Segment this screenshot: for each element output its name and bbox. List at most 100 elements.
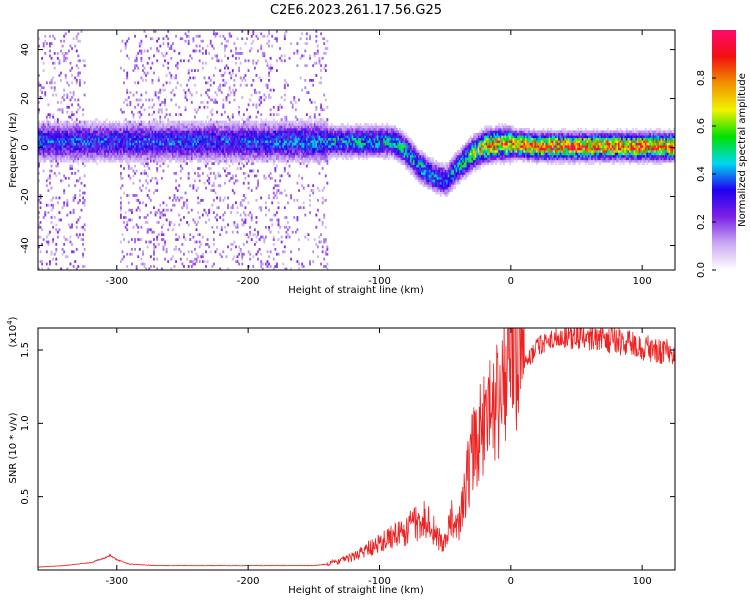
spectrogram-cell (192, 125, 195, 129)
spectrogram-cell (175, 159, 177, 163)
spectrogram-cell (235, 142, 237, 146)
spectrogram-cell (275, 191, 278, 195)
spectrogram-cell (45, 127, 48, 131)
spectrogram-cell (69, 240, 72, 244)
spectrogram-cell (77, 54, 80, 58)
spectrogram-cell (225, 135, 228, 139)
spectrogram-cell (321, 142, 324, 146)
spectrogram-cell (220, 113, 223, 117)
spectrogram-cell (198, 132, 201, 136)
spectrogram-cell (227, 223, 230, 227)
spectrogram-cell (216, 218, 218, 222)
spectrogram-cell (313, 52, 316, 55)
spectrogram-cell (268, 32, 270, 36)
spectrogram-cell (253, 127, 256, 131)
spectrogram-cell (201, 150, 204, 153)
spectrogram-cell (283, 132, 286, 136)
spectrogram-cell (313, 145, 316, 148)
spectrogram-cell (230, 157, 233, 161)
spectrogram-cell (222, 218, 225, 222)
spectrogram-cell (205, 135, 207, 139)
spectrogram-cell (165, 52, 168, 55)
spectrogram-cell (219, 125, 222, 129)
spectrogram-cell (179, 164, 182, 168)
spectrogram-cell (299, 142, 302, 146)
spectrogram-cell (335, 135, 338, 139)
spectrogram-cell (231, 120, 234, 124)
spectrogram-cell (168, 142, 171, 146)
spectrogram-cell (310, 127, 313, 131)
spectrogram-cell (110, 130, 113, 134)
spectrogram-cell (323, 150, 326, 153)
spectrogram-cell (220, 147, 223, 151)
spectrogram-cell (72, 132, 75, 136)
spectrogram-cell (258, 132, 261, 136)
spectrogram-cell (118, 145, 121, 148)
spectrogram-cell (280, 135, 283, 139)
spectrogram-cell (320, 32, 322, 36)
spectrogram-cell (269, 152, 272, 156)
spectrogram-cell (313, 132, 316, 136)
spectrogram-cell (66, 157, 69, 161)
spectrogram-cell (209, 98, 212, 102)
spectrogram-cell (200, 123, 203, 126)
spectrogram-cell (77, 125, 80, 129)
spectrogram-cell (343, 147, 346, 151)
spectrogram-cell (71, 103, 73, 107)
spectrogram-cell (153, 243, 155, 246)
spectrogram-cell (316, 140, 319, 143)
spectrogram-cell (187, 135, 190, 139)
spectrogram-cell (239, 147, 242, 151)
spectrogram-cell (230, 154, 233, 158)
spectrogram-cell (209, 152, 212, 156)
spectrogram-cell (71, 74, 73, 77)
spectrogram-cell (175, 157, 177, 161)
spectrogram-cell (337, 145, 340, 148)
spectrogram-cell (195, 152, 198, 156)
spectrogram-cell (99, 147, 102, 151)
spectrogram-cell (164, 101, 166, 104)
spectrogram-cell (342, 150, 345, 153)
spectrogram-cell (184, 159, 187, 163)
spectrogram-cell (55, 152, 58, 156)
spectrogram-cell (173, 150, 176, 153)
spectrogram-cell (318, 154, 321, 158)
spectrogram-cell (271, 145, 274, 148)
spectrogram-cell (50, 137, 53, 141)
spectrogram-cell (83, 164, 86, 168)
spectrogram-cell (294, 115, 297, 119)
spectrogram-cell (148, 127, 151, 131)
spectrogram-cell (154, 189, 157, 192)
spectrogram-cell (231, 150, 234, 153)
spectrogram-cell (293, 154, 296, 158)
spectrogram-cell (61, 123, 64, 126)
spectrogram-cell (50, 42, 53, 45)
spectrogram-cell (233, 98, 236, 102)
spectrogram-cell (258, 152, 261, 156)
spectrogram-cell (332, 140, 335, 143)
spectrogram-cell (61, 157, 64, 161)
spectrogram-cell (130, 120, 133, 124)
spectrogram-cell (146, 140, 149, 143)
spectrogram-cell (153, 250, 155, 254)
spectrogram-cell (280, 132, 283, 136)
spectrogram-cell (41, 91, 44, 94)
spectrogram-cell (123, 221, 125, 224)
spectrogram-cell (179, 130, 182, 134)
spectrogram-cell (126, 137, 129, 141)
spectrogram-cell (146, 132, 149, 136)
spectrogram-cell (345, 145, 348, 148)
spectrogram-cell (223, 123, 226, 126)
spectrogram-cell (291, 130, 294, 134)
spectrogram-cell (219, 34, 222, 38)
spectrogram-cell (206, 145, 209, 148)
spectrogram-cell (324, 265, 327, 268)
spectrogram-cell (66, 123, 69, 126)
spectrogram-cell (214, 127, 217, 131)
spectrogram-cell (305, 164, 308, 168)
spectrogram-cell (250, 147, 253, 151)
spectrogram-cell (186, 154, 189, 158)
spectrogram-cell (164, 115, 166, 119)
spectrogram-cell (320, 69, 322, 72)
spectrogram-cell (197, 34, 200, 38)
